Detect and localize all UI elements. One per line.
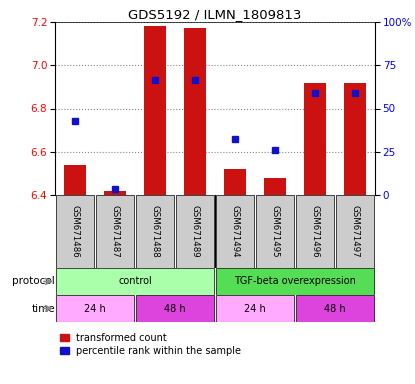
Text: 48 h: 48 h xyxy=(324,303,346,313)
Bar xyxy=(184,28,206,195)
Text: 24 h: 24 h xyxy=(84,303,106,313)
Bar xyxy=(344,83,366,195)
Bar xyxy=(176,195,214,268)
Legend: transformed count, percentile rank within the sample: transformed count, percentile rank withi… xyxy=(60,333,242,356)
Bar xyxy=(56,268,214,295)
Title: GDS5192 / ILMN_1809813: GDS5192 / ILMN_1809813 xyxy=(128,8,302,21)
Text: GSM671496: GSM671496 xyxy=(310,205,320,258)
Bar xyxy=(296,295,374,322)
Text: GSM671494: GSM671494 xyxy=(230,205,239,258)
Bar xyxy=(136,195,174,268)
Bar xyxy=(144,26,166,195)
Text: GSM671495: GSM671495 xyxy=(271,205,279,258)
Text: TGF-beta overexpression: TGF-beta overexpression xyxy=(234,276,356,286)
Text: control: control xyxy=(118,276,152,286)
Bar xyxy=(216,295,294,322)
Bar xyxy=(216,195,254,268)
Bar xyxy=(56,295,134,322)
Bar xyxy=(96,195,134,268)
Bar xyxy=(336,195,374,268)
Text: GSM671486: GSM671486 xyxy=(71,205,80,258)
Bar xyxy=(304,83,326,195)
Bar xyxy=(216,268,374,295)
Text: GSM671487: GSM671487 xyxy=(110,205,120,258)
Bar xyxy=(296,195,334,268)
Bar xyxy=(56,195,94,268)
Text: protocol: protocol xyxy=(12,276,55,286)
Bar xyxy=(104,191,126,195)
Text: GSM671489: GSM671489 xyxy=(190,205,200,258)
Bar xyxy=(64,165,86,195)
Bar xyxy=(136,295,214,322)
Text: GSM671497: GSM671497 xyxy=(351,205,359,258)
Text: GSM671488: GSM671488 xyxy=(151,205,159,258)
Bar xyxy=(264,178,286,195)
Text: 24 h: 24 h xyxy=(244,303,266,313)
Text: time: time xyxy=(32,303,55,313)
Text: 48 h: 48 h xyxy=(164,303,186,313)
Bar xyxy=(256,195,294,268)
Bar xyxy=(224,169,246,195)
